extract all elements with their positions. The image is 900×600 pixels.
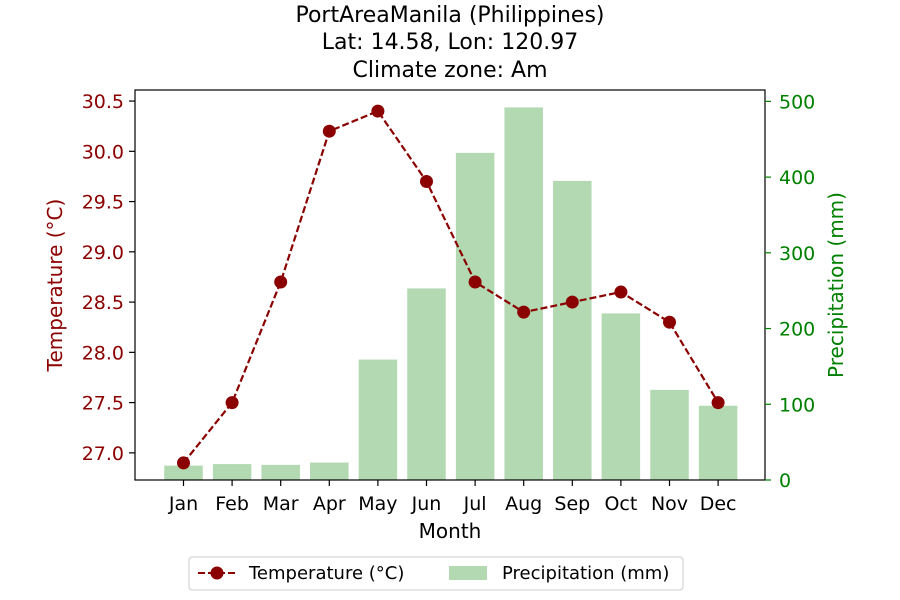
precipitation-bar-dec	[698, 405, 738, 480]
temperature-point-jun	[420, 174, 433, 188]
legend-box	[188, 556, 684, 591]
y-axis-right-label: Precipitation (mm)	[824, 192, 848, 378]
y-right-tick-label: 500	[779, 91, 815, 113]
temperature-point-mar	[274, 275, 288, 289]
precipitation-bar-jun	[407, 288, 446, 480]
x-axis-label: Month	[419, 519, 482, 543]
precipitation-bar-apr	[310, 462, 349, 480]
temperature-point-oct	[614, 285, 628, 299]
temperature-series	[177, 104, 725, 470]
x-tick-label-nov: Nov	[651, 493, 688, 515]
precipitation-bar-sep	[553, 180, 592, 480]
y-left-tick-label: 30.0	[82, 141, 124, 163]
precipitation-bar-oct	[601, 313, 641, 480]
temperature-line	[182, 109, 720, 464]
y-axis-right: 0 100 200 300 400 500	[765, 91, 815, 492]
x-tick-label-aug: Aug	[505, 493, 542, 515]
precipitation-bar-jan	[164, 465, 203, 480]
temperature-point-nov	[663, 315, 676, 329]
chart-title: PortAreaManila (Philippines) Lat: 14.58,…	[295, 3, 604, 83]
chart-title-line-3: Climate zone: Am	[352, 58, 547, 83]
temperature-point-sep	[565, 295, 579, 309]
y-right-tick-label: 100	[779, 394, 815, 416]
temperature-point-aug	[517, 305, 531, 319]
precipitation-bar-jul	[455, 152, 495, 480]
temperature-point-feb	[225, 396, 239, 410]
y-right-tick-label: 0	[779, 470, 791, 492]
temperature-point-apr	[322, 124, 336, 138]
temperature-point-dec	[711, 396, 725, 410]
legend-precipitation-label: Precipitation (mm)	[502, 563, 669, 584]
x-axis: Jan Feb Mar Apr May Jun Jul Aug Sep Oct Nov Dec	[168, 480, 737, 515]
y-axis-left-label: Temperature (°C)	[43, 199, 67, 373]
x-tick-label-mar: Mar	[263, 493, 299, 515]
precipitation-bar-feb	[212, 464, 252, 480]
temperature-point-jul	[468, 275, 482, 289]
precipitation-bars	[164, 107, 738, 480]
x-tick-label-may: May	[358, 493, 397, 515]
legend-precipitation-swatch	[449, 566, 487, 580]
precipitation-bar-nov	[650, 389, 689, 480]
y-left-tick-label: 28.5	[82, 292, 124, 314]
y-right-tick-label: 400	[779, 167, 815, 189]
x-tick-label-jan: Jan	[168, 493, 198, 515]
x-tick-label-oct: Oct	[604, 493, 637, 515]
x-tick-label-jul: Jul	[463, 493, 487, 515]
x-tick-label-sep: Sep	[554, 493, 590, 515]
x-tick-label-feb: Feb	[215, 493, 249, 515]
temperature-point-may	[371, 104, 385, 118]
temperature-point-jan	[177, 456, 190, 470]
chart-title-line-2: Lat: 14.58, Lon: 120.97	[322, 30, 578, 55]
y-left-tick-label: 29.0	[82, 242, 124, 264]
precipitation-bar-aug	[504, 107, 543, 480]
y-axis-left: 27.0 27.5 28.0 28.5 29.0 29.5 30.0 30.5	[82, 91, 135, 465]
y-right-tick-label: 300	[779, 243, 815, 265]
y-left-tick-label: 29.5	[82, 192, 124, 214]
plot-area-frame	[134, 89, 766, 481]
y-left-tick-label: 27.5	[82, 393, 124, 415]
x-tick-label-dec: Dec	[700, 493, 737, 515]
legend-temperature-label: Temperature (°C)	[248, 563, 404, 584]
precipitation-bar-may	[358, 359, 398, 480]
x-tick-label-jun: Jun	[411, 493, 442, 515]
x-tick-label-apr: Apr	[313, 493, 346, 515]
y-left-tick-label: 28.0	[82, 342, 124, 364]
legend-temperature-marker	[210, 566, 224, 580]
y-left-tick-label: 27.0	[82, 443, 124, 465]
precipitation-bar-mar	[261, 464, 300, 480]
y-left-tick-label: 30.5	[82, 91, 124, 113]
chart-title-line-1: PortAreaManila (Philippines)	[295, 3, 604, 28]
legend: Temperature (°C) Precipitation (mm)	[188, 556, 684, 591]
y-right-tick-label: 200	[779, 319, 815, 341]
